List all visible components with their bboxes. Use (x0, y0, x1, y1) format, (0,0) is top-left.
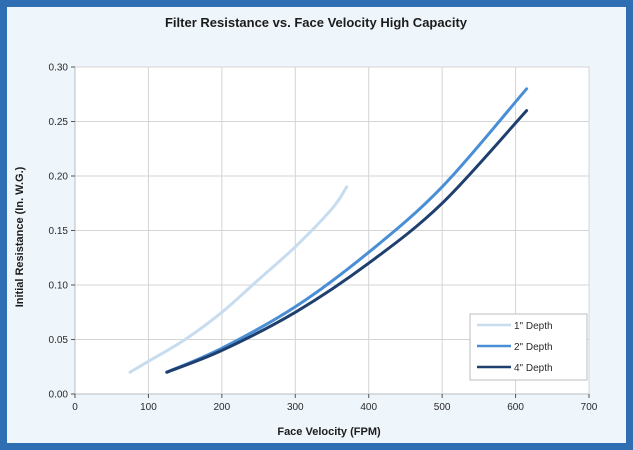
y-axis-ticks: 0.00 0.05 0.10 0.15 0.20 0.25 0.30 (49, 63, 75, 401)
legend-label-4-depth: 4" Depth (514, 363, 553, 374)
x-tick-label: 100 (140, 402, 157, 413)
x-tick-label: 500 (434, 402, 451, 413)
x-axis-ticks: 0 100 200 300 400 500 600 700 (72, 394, 598, 413)
series-line-4-depth (165, 109, 529, 374)
y-axis-label: Initial Resistance (In. W.G.) (14, 166, 26, 307)
legend-label-2-depth: 2" Depth (514, 342, 553, 353)
x-tick-label: 600 (507, 402, 524, 413)
series-line-1-depth (128, 185, 349, 374)
y-tick-label: 0.25 (49, 117, 69, 128)
x-axis-label: Face Velocity (FPM) (277, 426, 381, 438)
y-tick-label: 0.10 (49, 281, 69, 292)
x-tick-label: 700 (581, 402, 598, 413)
y-tick-label: 0.00 (49, 390, 69, 401)
legend-label-1-depth: 1" Depth (514, 321, 553, 332)
x-tick-label: 200 (214, 402, 231, 413)
y-tick-label: 0.05 (49, 335, 69, 346)
chart-title: Filter Resistance vs. Face Velocity High… (165, 15, 468, 30)
series-line-2-depth (165, 87, 529, 374)
line-chart: Filter Resistance vs. Face Velocity High… (14, 15, 598, 438)
x-tick-label: 300 (287, 402, 304, 413)
y-tick-label: 0.30 (49, 63, 69, 74)
y-tick-label: 0.20 (49, 172, 69, 183)
x-tick-label: 0 (72, 402, 78, 413)
chart-panel: Filter Resistance vs. Face Velocity High… (7, 7, 626, 443)
series-lines (128, 87, 529, 374)
y-tick-label: 0.15 (49, 226, 69, 237)
x-tick-label: 400 (360, 402, 377, 413)
legend: 1" Depth 2" Depth 4" Depth (469, 313, 588, 381)
